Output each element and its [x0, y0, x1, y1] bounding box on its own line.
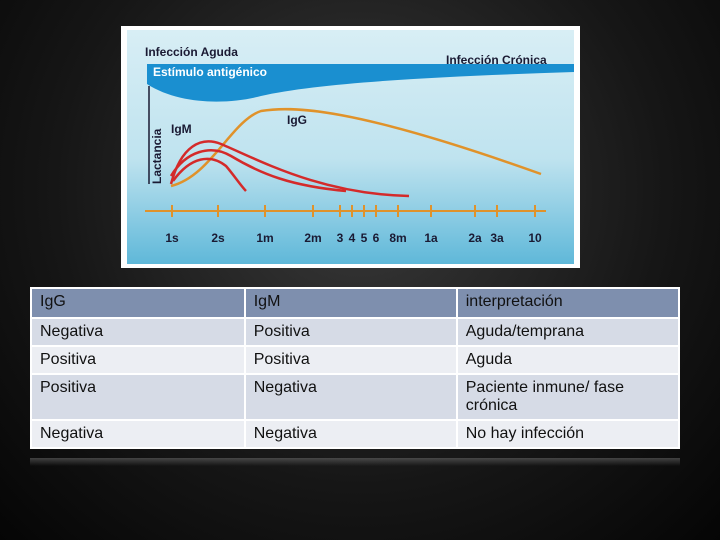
figure: Infección Aguda Estímulo antigénico Infe… [121, 26, 580, 268]
cell: Positiva [243, 345, 458, 375]
time-label: 2s [211, 231, 225, 245]
label: IgG [287, 113, 307, 127]
time-label: 4 [349, 231, 356, 245]
cell: Paciente inmune/ fase crónica [455, 373, 681, 421]
cell: IgG [30, 287, 246, 319]
time-label: 8m [389, 231, 406, 245]
row: Positiva Negativa Paciente inmune/ fase cr… [30, 373, 681, 421]
cell: Aguda [455, 345, 681, 375]
cell: Positiva [243, 317, 458, 347]
cell: IgM [243, 287, 458, 319]
time-label: 1s [165, 231, 179, 245]
stimulus-band [147, 64, 574, 102]
label: Lactancia [150, 128, 164, 184]
time-label: 6 [373, 231, 380, 245]
table: IgG IgM interpretación Negativa Positiva Agud… [30, 287, 681, 449]
cell: No hay infección [455, 419, 681, 449]
label: IgM [171, 122, 192, 136]
shadow [30, 458, 680, 466]
time-label: 3 [337, 231, 344, 245]
time-label: 10 [528, 231, 542, 245]
cell: Positiva [30, 373, 246, 421]
cell: Aguda/temprana [455, 317, 681, 347]
row: Negativa Negativa No hay infección [30, 419, 681, 449]
cell: Positiva [30, 345, 246, 375]
cell: Negativa [30, 419, 246, 449]
label: Infección Crónica [446, 53, 547, 67]
igm-curve [171, 157, 247, 192]
row: Negativa Positiva Aguda/temprana [30, 317, 681, 347]
label: Infección Aguda [145, 45, 238, 59]
cell: Negativa [243, 373, 458, 421]
igm-curve [169, 149, 347, 193]
time-label: 3a [490, 231, 504, 245]
time-label: 1a [424, 231, 438, 245]
row: Positiva Positiva Aguda [30, 345, 681, 375]
cell: Negativa [30, 317, 246, 347]
cell: interpretación [455, 287, 681, 319]
time-label: 5 [361, 231, 368, 245]
label: Estímulo antigénico [153, 65, 267, 79]
time-label: 2m [304, 231, 321, 245]
igm-curve [169, 140, 410, 198]
header-row: IgG IgM interpretación [30, 287, 681, 319]
time-label: 1m [256, 231, 273, 245]
time-label: 2a [468, 231, 482, 245]
cell: Negativa [243, 419, 458, 449]
